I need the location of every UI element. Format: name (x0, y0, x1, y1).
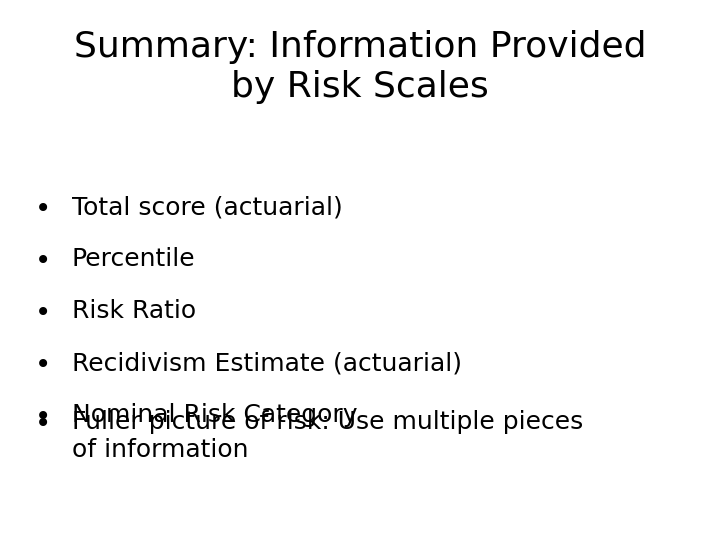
Text: Total score (actuarial): Total score (actuarial) (72, 195, 343, 219)
Text: •: • (35, 299, 51, 327)
Text: •: • (35, 410, 51, 438)
Text: Fuller picture of risk: Use multiple pieces: Fuller picture of risk: Use multiple pie… (72, 410, 583, 434)
Text: •: • (35, 351, 51, 379)
Text: of information: of information (72, 438, 248, 462)
Text: •: • (35, 247, 51, 275)
Text: •: • (35, 403, 51, 431)
Text: •: • (35, 195, 51, 223)
Text: Recidivism Estimate (actuarial): Recidivism Estimate (actuarial) (72, 351, 462, 375)
Text: Nominal Risk Category: Nominal Risk Category (72, 403, 358, 427)
Text: by Risk Scales: by Risk Scales (231, 70, 489, 104)
Text: Summary: Information Provided: Summary: Information Provided (73, 30, 647, 64)
Text: Percentile: Percentile (72, 247, 196, 271)
Text: Risk Ratio: Risk Ratio (72, 299, 196, 323)
